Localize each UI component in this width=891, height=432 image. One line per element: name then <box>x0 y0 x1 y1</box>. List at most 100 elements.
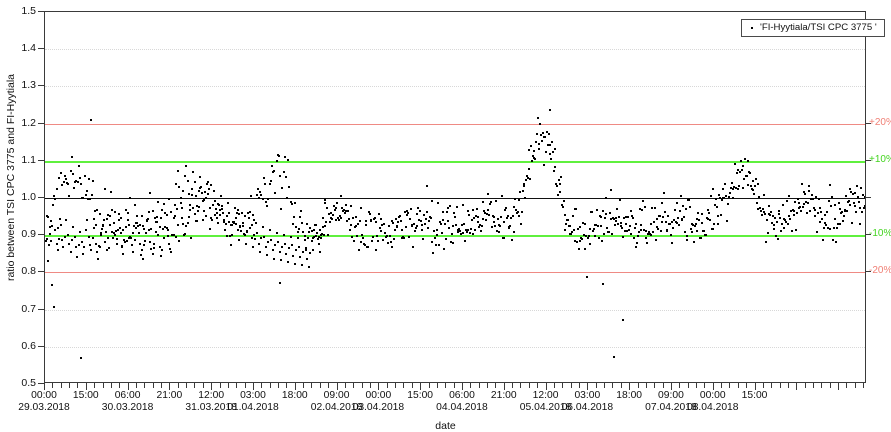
data-point <box>150 227 153 230</box>
data-point <box>178 240 181 243</box>
data-point <box>808 185 811 188</box>
data-point <box>458 228 461 231</box>
data-point <box>310 230 313 233</box>
data-point <box>466 228 469 231</box>
chart-legend[interactable]: 'FI-Hyytiala/TSI CPC 3775 ' <box>741 19 885 37</box>
data-point <box>685 238 688 241</box>
data-point <box>462 232 465 235</box>
y-axis-tick-label: 0.6 <box>21 339 36 352</box>
data-point <box>603 217 606 220</box>
data-point <box>226 201 229 204</box>
data-point <box>800 182 803 185</box>
data-point <box>828 183 831 186</box>
x-axis-date-label: 30.03.2018 <box>101 402 154 413</box>
data-point <box>743 178 746 181</box>
x-axis-minor-tick <box>319 383 321 388</box>
data-point <box>427 226 430 229</box>
data-point <box>442 211 445 214</box>
data-point <box>364 220 367 223</box>
data-point <box>254 222 257 225</box>
data-point <box>479 224 482 227</box>
data-point <box>97 245 100 247</box>
data-point <box>612 216 615 219</box>
data-point <box>444 222 447 225</box>
x-axis-time-label: 03:00 <box>574 390 601 401</box>
data-point <box>360 240 363 243</box>
data-point <box>235 211 238 214</box>
data-point <box>592 227 595 230</box>
data-point <box>278 251 281 254</box>
data-point <box>652 231 655 234</box>
data-point <box>836 222 839 225</box>
data-point <box>118 218 121 221</box>
data-point <box>525 178 528 181</box>
data-point <box>792 214 795 217</box>
data-point <box>398 214 401 217</box>
data-point <box>337 217 340 220</box>
data-point <box>686 234 689 237</box>
x-axis-time-label: 15:00 <box>407 390 434 401</box>
data-point <box>465 231 468 234</box>
data-point <box>50 240 53 243</box>
data-point <box>208 206 211 209</box>
data-point <box>532 149 535 152</box>
data-point <box>224 229 227 232</box>
x-axis-time-label: 06:00 <box>449 390 475 401</box>
data-point <box>602 282 605 285</box>
data-point <box>222 218 225 221</box>
data-point <box>460 223 463 226</box>
data-point <box>717 214 720 217</box>
data-point <box>444 237 447 240</box>
data-point <box>79 356 82 359</box>
data-point <box>490 225 493 228</box>
x-axis-major-tick <box>838 383 840 390</box>
data-point <box>432 252 435 255</box>
data-point <box>295 249 298 252</box>
y-axis-tick <box>38 159 44 161</box>
x-axis-minor-tick <box>353 383 355 388</box>
data-point <box>349 204 352 207</box>
data-point <box>700 222 703 225</box>
x-axis-minor-tick <box>135 383 137 388</box>
data-point <box>549 152 552 155</box>
data-point <box>780 223 783 226</box>
data-point <box>233 206 236 209</box>
data-point <box>288 247 291 250</box>
y-axis-tick <box>38 197 44 198</box>
data-point <box>556 185 559 188</box>
data-point <box>699 236 702 239</box>
data-point <box>622 236 625 239</box>
data-point <box>298 245 300 248</box>
right-annotation-minus20pct: -20% <box>869 265 891 277</box>
x-axis-date-label: 03.04.2018 <box>352 402 405 413</box>
data-point <box>620 222 623 225</box>
data-point <box>296 231 299 234</box>
data-point <box>168 242 171 245</box>
data-point <box>317 242 320 245</box>
data-point <box>137 232 140 235</box>
data-point <box>851 192 854 195</box>
y-axis-tick <box>38 48 44 50</box>
data-point <box>218 203 221 206</box>
data-point <box>279 175 282 178</box>
data-point <box>815 195 818 198</box>
data-point <box>145 220 148 223</box>
data-point <box>111 237 114 240</box>
data-point <box>403 210 406 213</box>
x-axis-minor-tick <box>177 383 179 388</box>
data-point <box>697 212 700 215</box>
x-axis-minor-tick <box>119 383 121 388</box>
y-axis-tick <box>38 85 44 87</box>
data-point <box>646 241 649 244</box>
data-point <box>345 209 348 212</box>
x-axis-minor-tick <box>487 383 489 388</box>
data-point <box>593 234 596 237</box>
data-point <box>805 211 808 214</box>
data-point <box>782 218 785 221</box>
data-point <box>650 234 653 237</box>
data-point <box>268 228 271 231</box>
data-point <box>845 195 848 198</box>
data-point <box>516 211 519 214</box>
data-point <box>456 231 459 234</box>
data-point <box>48 226 51 229</box>
